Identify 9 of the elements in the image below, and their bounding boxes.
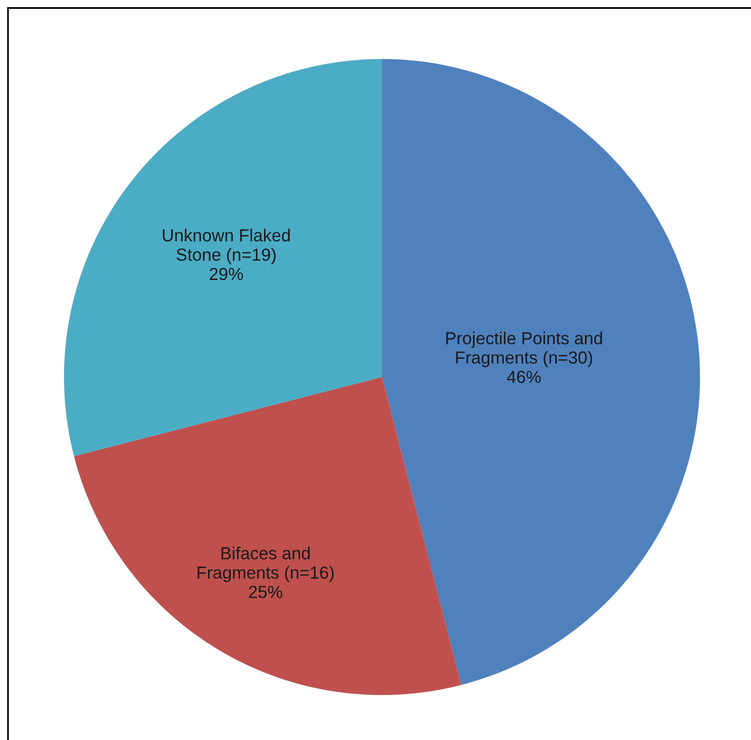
data-label: 29% bbox=[210, 268, 243, 280]
data-label: 46% bbox=[506, 370, 541, 384]
pie-slice bbox=[382, 59, 700, 686]
data-label: 25% bbox=[248, 586, 282, 598]
slice-label: Projectile Points and Fragments (n=30) bbox=[446, 332, 602, 368]
pie-slice bbox=[64, 59, 382, 456]
slice-label: Bifaces and Fragments (n=16) bbox=[198, 546, 334, 582]
slice-label: Unknown Flaked Stone (n=19) bbox=[162, 228, 290, 264]
pie-slice bbox=[74, 377, 462, 695]
